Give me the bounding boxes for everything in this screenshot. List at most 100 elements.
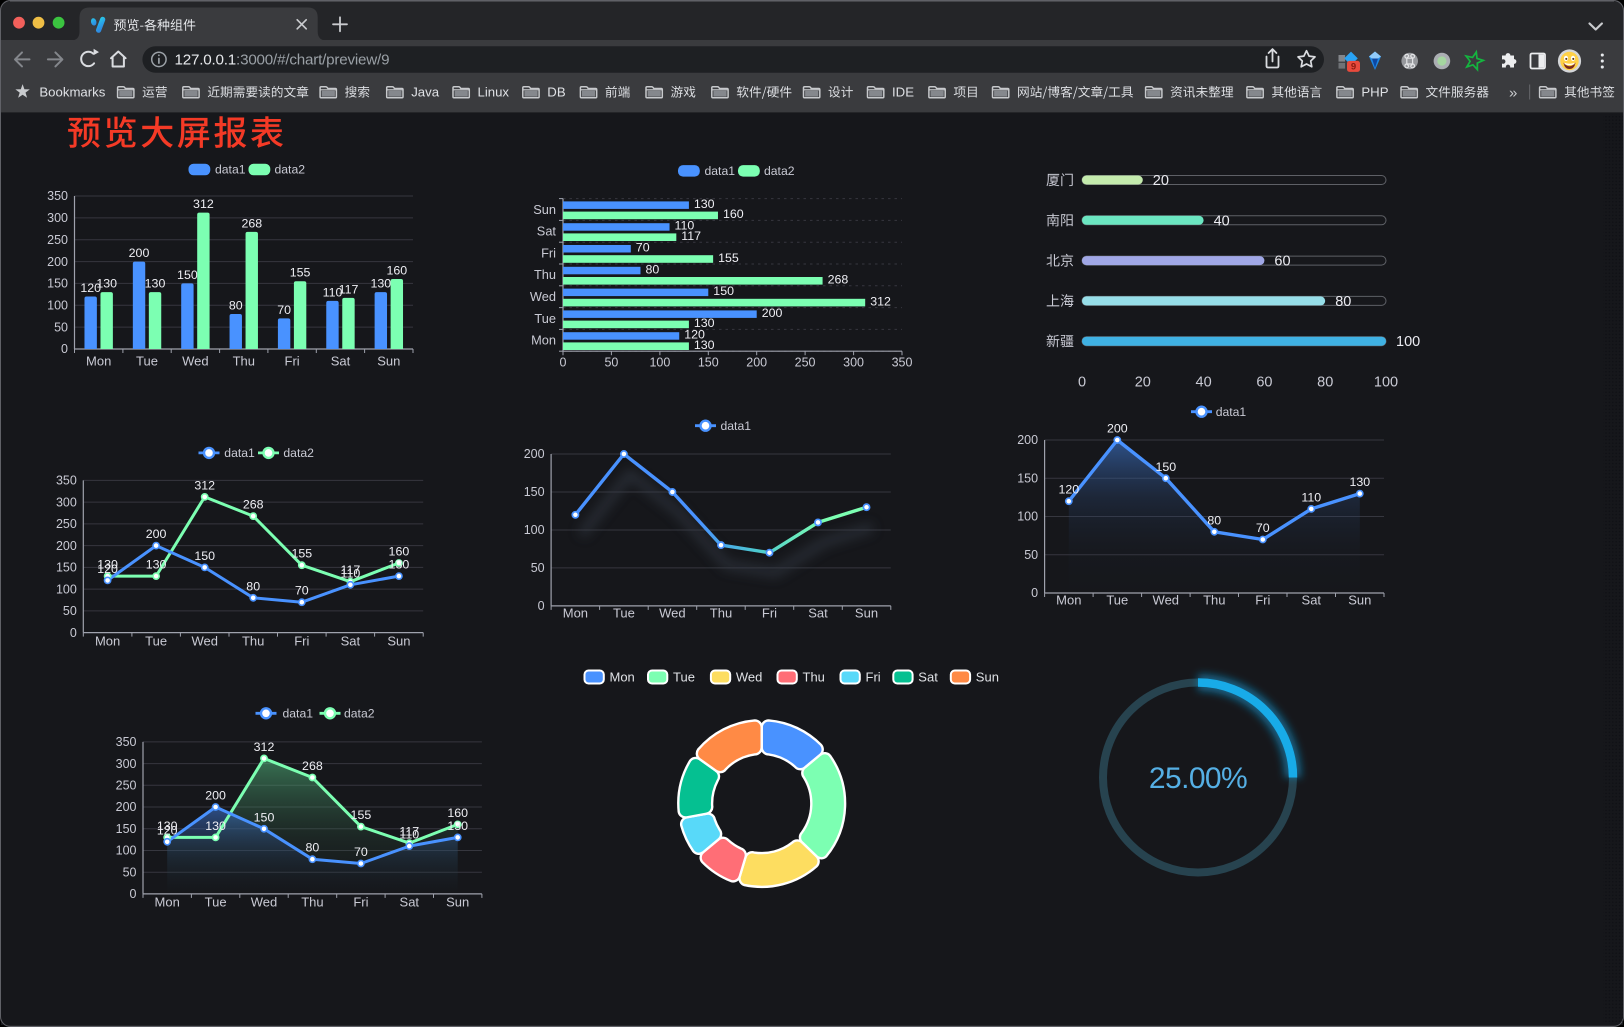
svg-text:100: 100 (1396, 334, 1420, 350)
svg-text:70: 70 (295, 584, 309, 598)
svg-text:Wed: Wed (530, 289, 556, 304)
svg-text:20: 20 (1135, 375, 1151, 391)
svg-text:80: 80 (306, 841, 320, 855)
svg-text:130: 130 (205, 819, 226, 833)
svg-text:268: 268 (302, 759, 323, 773)
svg-text:Tue: Tue (673, 669, 695, 684)
svg-text:Tue: Tue (205, 895, 227, 910)
svg-text:120: 120 (157, 823, 178, 837)
svg-text:100: 100 (1374, 375, 1398, 391)
svg-text:Mon: Mon (531, 333, 556, 348)
svg-text:70: 70 (636, 241, 650, 255)
svg-text:data2: data2 (764, 164, 795, 178)
svg-text:70: 70 (354, 845, 368, 859)
svg-text:155: 155 (351, 808, 372, 822)
svg-text:Fri: Fri (285, 353, 300, 368)
svg-text:Fri: Fri (762, 606, 777, 621)
svg-text:40: 40 (1196, 375, 1212, 391)
svg-text:80: 80 (1335, 294, 1351, 310)
svg-text:150: 150 (194, 549, 215, 563)
svg-text:150: 150 (698, 356, 719, 370)
svg-text:Bookmarks: Bookmarks (39, 85, 105, 100)
svg-text:150: 150 (56, 561, 77, 575)
svg-text:Fri: Fri (1255, 593, 1270, 608)
svg-text:50: 50 (531, 561, 545, 575)
svg-text:250: 250 (795, 356, 816, 370)
svg-text:350: 350 (892, 356, 913, 370)
svg-text:DB: DB (547, 85, 566, 100)
svg-text:data2: data2 (344, 707, 375, 721)
svg-text:268: 268 (828, 273, 849, 287)
svg-text:250: 250 (47, 233, 68, 247)
svg-text:200: 200 (205, 789, 226, 803)
svg-text:200: 200 (762, 306, 783, 320)
svg-text:200: 200 (129, 246, 150, 260)
svg-text:0: 0 (61, 342, 68, 356)
svg-text:50: 50 (123, 865, 137, 879)
svg-text:50: 50 (604, 356, 618, 370)
svg-text:312: 312 (193, 197, 214, 211)
svg-text:Sun: Sun (533, 202, 556, 217)
svg-text:100: 100 (1017, 510, 1038, 524)
svg-text:130: 130 (694, 316, 715, 330)
svg-text:Thu: Thu (710, 606, 732, 621)
svg-text:160: 160 (386, 264, 407, 278)
svg-text:Sat: Sat (341, 634, 361, 649)
svg-text:Mon: Mon (95, 634, 120, 649)
svg-text:Sat: Sat (537, 224, 557, 239)
svg-text:Sun: Sun (387, 634, 410, 649)
svg-text:150: 150 (254, 810, 275, 824)
svg-text:80: 80 (646, 262, 660, 276)
svg-text:Sat: Sat (331, 353, 351, 368)
svg-text:Mon: Mon (563, 606, 588, 621)
svg-text:312: 312 (194, 478, 215, 492)
svg-text:250: 250 (56, 517, 77, 531)
svg-text:130: 130 (145, 277, 166, 291)
svg-text:120: 120 (97, 562, 118, 576)
svg-text:Wed: Wed (182, 353, 209, 368)
svg-text:Tue: Tue (136, 353, 158, 368)
svg-text:60: 60 (1274, 254, 1290, 270)
svg-text:70: 70 (277, 303, 291, 317)
svg-text:data2: data2 (275, 163, 306, 177)
svg-text:Wed: Wed (191, 634, 218, 649)
svg-text:160: 160 (723, 207, 744, 221)
svg-text:130: 130 (97, 558, 118, 572)
svg-text:150: 150 (47, 277, 68, 291)
svg-text:0: 0 (560, 356, 567, 370)
svg-text:150: 150 (177, 268, 198, 282)
svg-text:Linux: Linux (478, 85, 510, 100)
svg-text:Thu: Thu (233, 353, 255, 368)
svg-text:Sat: Sat (1302, 593, 1322, 608)
svg-text:40: 40 (1214, 213, 1230, 229)
svg-text:130: 130 (370, 277, 391, 291)
svg-text:60: 60 (1256, 375, 1272, 391)
svg-text:200: 200 (146, 527, 167, 541)
svg-text:Fri: Fri (353, 895, 368, 910)
svg-text:data1: data1 (1216, 405, 1247, 419)
svg-text:25.00%: 25.00% (1149, 762, 1247, 795)
svg-text:130: 130 (1349, 475, 1370, 489)
svg-text:160: 160 (389, 545, 410, 559)
svg-text:100: 100 (116, 844, 137, 858)
svg-text:155: 155 (291, 547, 312, 561)
svg-text:Fri: Fri (294, 634, 309, 649)
svg-text:160: 160 (447, 806, 468, 820)
svg-text:120: 120 (80, 281, 101, 295)
svg-text:80: 80 (1317, 375, 1333, 391)
svg-text:130: 130 (146, 558, 167, 572)
svg-text:Fri: Fri (541, 245, 556, 260)
svg-text:0: 0 (538, 599, 545, 613)
svg-text:0: 0 (70, 626, 77, 640)
svg-text:100: 100 (649, 356, 670, 370)
svg-text:IDE: IDE (892, 85, 914, 100)
svg-text:268: 268 (243, 498, 264, 512)
svg-text:130: 130 (96, 277, 117, 291)
svg-text:0: 0 (1031, 586, 1038, 600)
svg-text:Tue: Tue (613, 606, 635, 621)
svg-text:0: 0 (1078, 375, 1086, 391)
svg-text:117: 117 (339, 282, 359, 296)
svg-text:80: 80 (1207, 513, 1221, 527)
svg-text:50: 50 (54, 320, 68, 334)
svg-text:Thu: Thu (242, 634, 264, 649)
